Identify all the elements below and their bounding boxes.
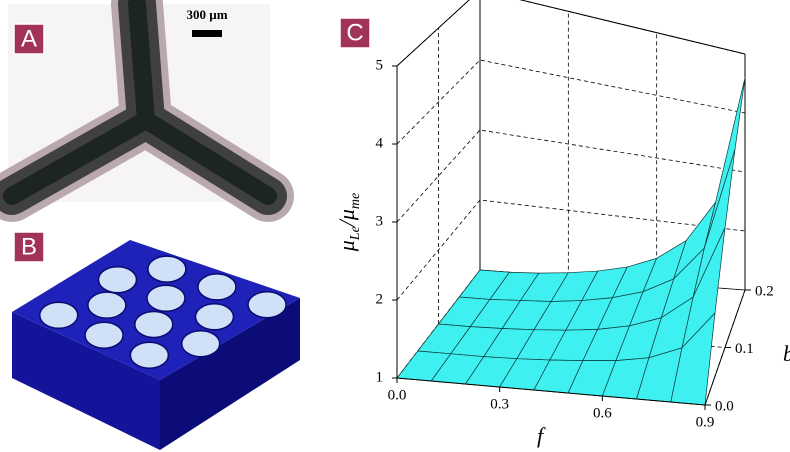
- pore: [195, 304, 233, 330]
- axis-line: [480, 0, 745, 54]
- pore: [147, 285, 185, 311]
- scale-bar-label: 300 µm: [186, 7, 227, 22]
- z-tick-label: 1: [376, 369, 384, 385]
- grid-line: [397, 0, 745, 66]
- z-label-part: Le: [348, 226, 363, 241]
- pore: [88, 292, 126, 318]
- panel-label: C: [346, 20, 363, 47]
- z-tick-label: 3: [376, 213, 384, 229]
- x-axis-label: f: [537, 423, 546, 448]
- pore: [98, 267, 136, 293]
- panel-label: B: [21, 234, 37, 261]
- z-label-part: me: [348, 193, 363, 209]
- pore: [135, 311, 173, 337]
- pore: [40, 302, 78, 328]
- grid-line: [397, 130, 745, 222]
- pore: [130, 342, 168, 368]
- x-tick-label: 0.6: [593, 405, 612, 421]
- z-label-part: μ: [334, 240, 359, 252]
- pore: [85, 322, 123, 348]
- y-axis-label: b: [783, 341, 790, 366]
- z-tick-label: 5: [376, 57, 384, 73]
- z-tick-label: 4: [376, 135, 384, 151]
- pore: [148, 256, 186, 282]
- pore: [248, 292, 286, 318]
- x-tick-label: 0.3: [490, 396, 509, 412]
- z-axis-label: μLe/μme: [334, 193, 363, 253]
- y-tick-label: 0.1: [735, 341, 754, 357]
- pore: [182, 331, 220, 357]
- y-tick-label: 0.0: [715, 398, 734, 414]
- porous-block: [12, 240, 300, 450]
- z-label-part: /μ: [334, 209, 359, 228]
- micrograph: [8, 4, 270, 202]
- pore: [198, 274, 236, 300]
- figure: 300 µm A B f C 123450.00.30.60.90.00.10.…: [0, 0, 790, 452]
- x-tick-label: 0.9: [696, 414, 715, 430]
- x-tick-label: 0.0: [388, 387, 407, 403]
- z-tick-label: 2: [376, 291, 384, 307]
- grid-line: [397, 60, 745, 144]
- y-tick-label: 0.2: [755, 283, 774, 299]
- panel-label: A: [21, 26, 37, 53]
